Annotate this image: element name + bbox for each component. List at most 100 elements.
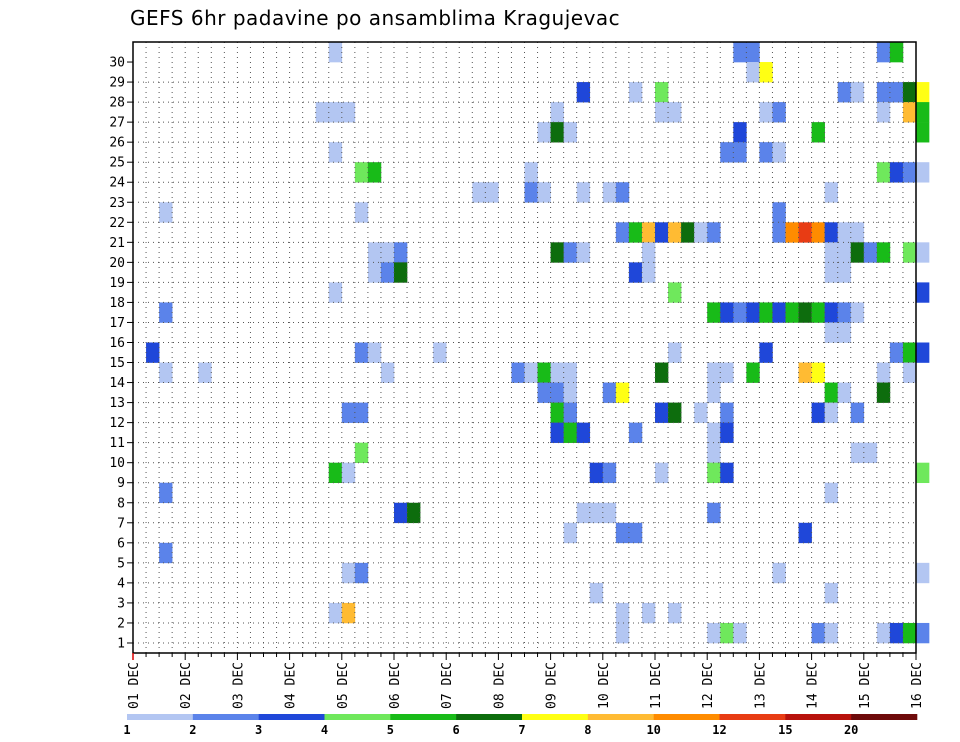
heatmap-cell [916, 102, 930, 123]
heatmap-cell [655, 362, 669, 383]
heatmap-cell [707, 442, 721, 463]
heatmap-cell [863, 242, 878, 263]
heatmap-cell [655, 222, 669, 243]
colorbar-label: 4 [321, 723, 328, 737]
heatmap-cell [876, 362, 891, 383]
heatmap-cell [341, 602, 356, 624]
heatmap-cell [615, 602, 630, 624]
heatmap-cell [341, 102, 356, 123]
y-tick-label: 8 [117, 496, 125, 511]
y-tick-label: 30 [109, 56, 125, 71]
heatmap-cell [863, 442, 878, 463]
x-tick-label: 08 DEC [492, 662, 507, 709]
heatmap-cell [550, 242, 564, 263]
colorbar-segment [719, 714, 786, 720]
heatmap-cell [681, 222, 695, 243]
heatmap-cell [837, 82, 852, 103]
heatmap-cell [837, 302, 852, 323]
heatmap-cell [902, 362, 917, 383]
heatmap-cell [707, 622, 721, 644]
y-tick-label: 21 [109, 236, 125, 251]
heatmap-cell [707, 382, 721, 403]
heatmap-cell [916, 282, 930, 303]
heatmap-cell [798, 522, 812, 544]
y-tick-label: 7 [117, 516, 125, 531]
heatmap-cell [628, 82, 643, 103]
y-tick-label: 13 [109, 396, 125, 411]
heatmap-cell [394, 262, 408, 283]
heatmap-cell [354, 342, 369, 363]
y-tick-label: 28 [109, 96, 125, 111]
heatmap-cell [380, 262, 395, 283]
x-tick-label: 12 DEC [701, 662, 716, 709]
y-tick-label: 2 [117, 616, 125, 631]
heatmap-cell [615, 222, 630, 243]
heatmap-cell [850, 402, 865, 423]
grid-lines [133, 42, 916, 653]
y-tick-label: 25 [109, 156, 125, 171]
heatmap-cell [563, 422, 577, 443]
heatmap-cell [655, 82, 669, 103]
heatmap-cell [198, 362, 212, 383]
heatmap-cell [707, 422, 721, 443]
heatmap-cell [850, 82, 865, 103]
heatmap-cell [668, 282, 682, 303]
heatmap-cell [889, 342, 904, 363]
heatmap-cell [811, 622, 825, 644]
heatmap-cell [876, 622, 891, 644]
heatmap-cell [407, 502, 421, 524]
heatmap-cell [589, 582, 604, 604]
heatmap-cell [759, 142, 773, 163]
x-axis: 01 DEC 02 DEC 03 DEC 04 DEC 05 DEC 06 DEC 07 D… [127, 653, 925, 709]
heatmap-cell [563, 122, 577, 143]
heatmap-cell [563, 522, 577, 544]
heatmap-cell [889, 622, 904, 644]
colorbar-label: 15 [778, 723, 792, 737]
heatmap-cell [772, 222, 786, 243]
heatmap-cell [615, 622, 630, 644]
heatmap-cell [889, 162, 904, 183]
heatmap-cell [824, 382, 838, 403]
heatmap-cell [916, 622, 930, 644]
heatmap-cell [824, 622, 838, 644]
y-tick-label: 10 [109, 456, 125, 471]
heatmap-cell [563, 382, 577, 403]
colorbar-label: 5 [387, 723, 394, 737]
heatmap-cell [668, 402, 682, 423]
heatmap-cell [524, 162, 538, 183]
x-tick-label: 07 DEC [440, 662, 455, 709]
heatmap-cell [772, 562, 786, 584]
x-tick-label: 05 DEC [336, 662, 351, 709]
heatmap-cell [824, 302, 838, 323]
heatmap-cell [824, 222, 838, 243]
heatmap-cell [902, 342, 917, 363]
heatmap-cell [433, 342, 447, 363]
colorbar-label: 6 [453, 723, 460, 737]
y-tick-label: 12 [109, 416, 125, 431]
heatmap-cell [824, 482, 838, 504]
colorbar-label: 10 [646, 723, 660, 737]
heatmap-cell [576, 502, 591, 524]
heatmap-cell [876, 42, 891, 63]
heatmap-cell [746, 362, 760, 383]
heatmap-cell [576, 242, 591, 263]
heatmap-cell [589, 502, 604, 524]
heatmap-cell [746, 302, 760, 323]
y-tick-label: 18 [109, 296, 125, 311]
heatmap-cell [850, 222, 865, 243]
heatmap-cell [550, 382, 564, 403]
heatmap-cell [811, 302, 825, 323]
heatmap-cell [159, 482, 173, 504]
heatmap-cell [537, 182, 551, 203]
heatmap-cell [707, 502, 721, 524]
heatmap-cell [354, 162, 369, 183]
y-tick-label: 11 [109, 436, 125, 451]
y-axis: 1234567891011121314151617181920212223242… [109, 56, 133, 651]
heatmap-cell [902, 162, 917, 183]
heatmap-cell [655, 102, 669, 123]
y-tick-label: 1 [117, 636, 125, 651]
y-tick-label: 20 [109, 256, 125, 271]
heatmap-cell [811, 122, 825, 143]
heatmap-cell [550, 122, 564, 143]
